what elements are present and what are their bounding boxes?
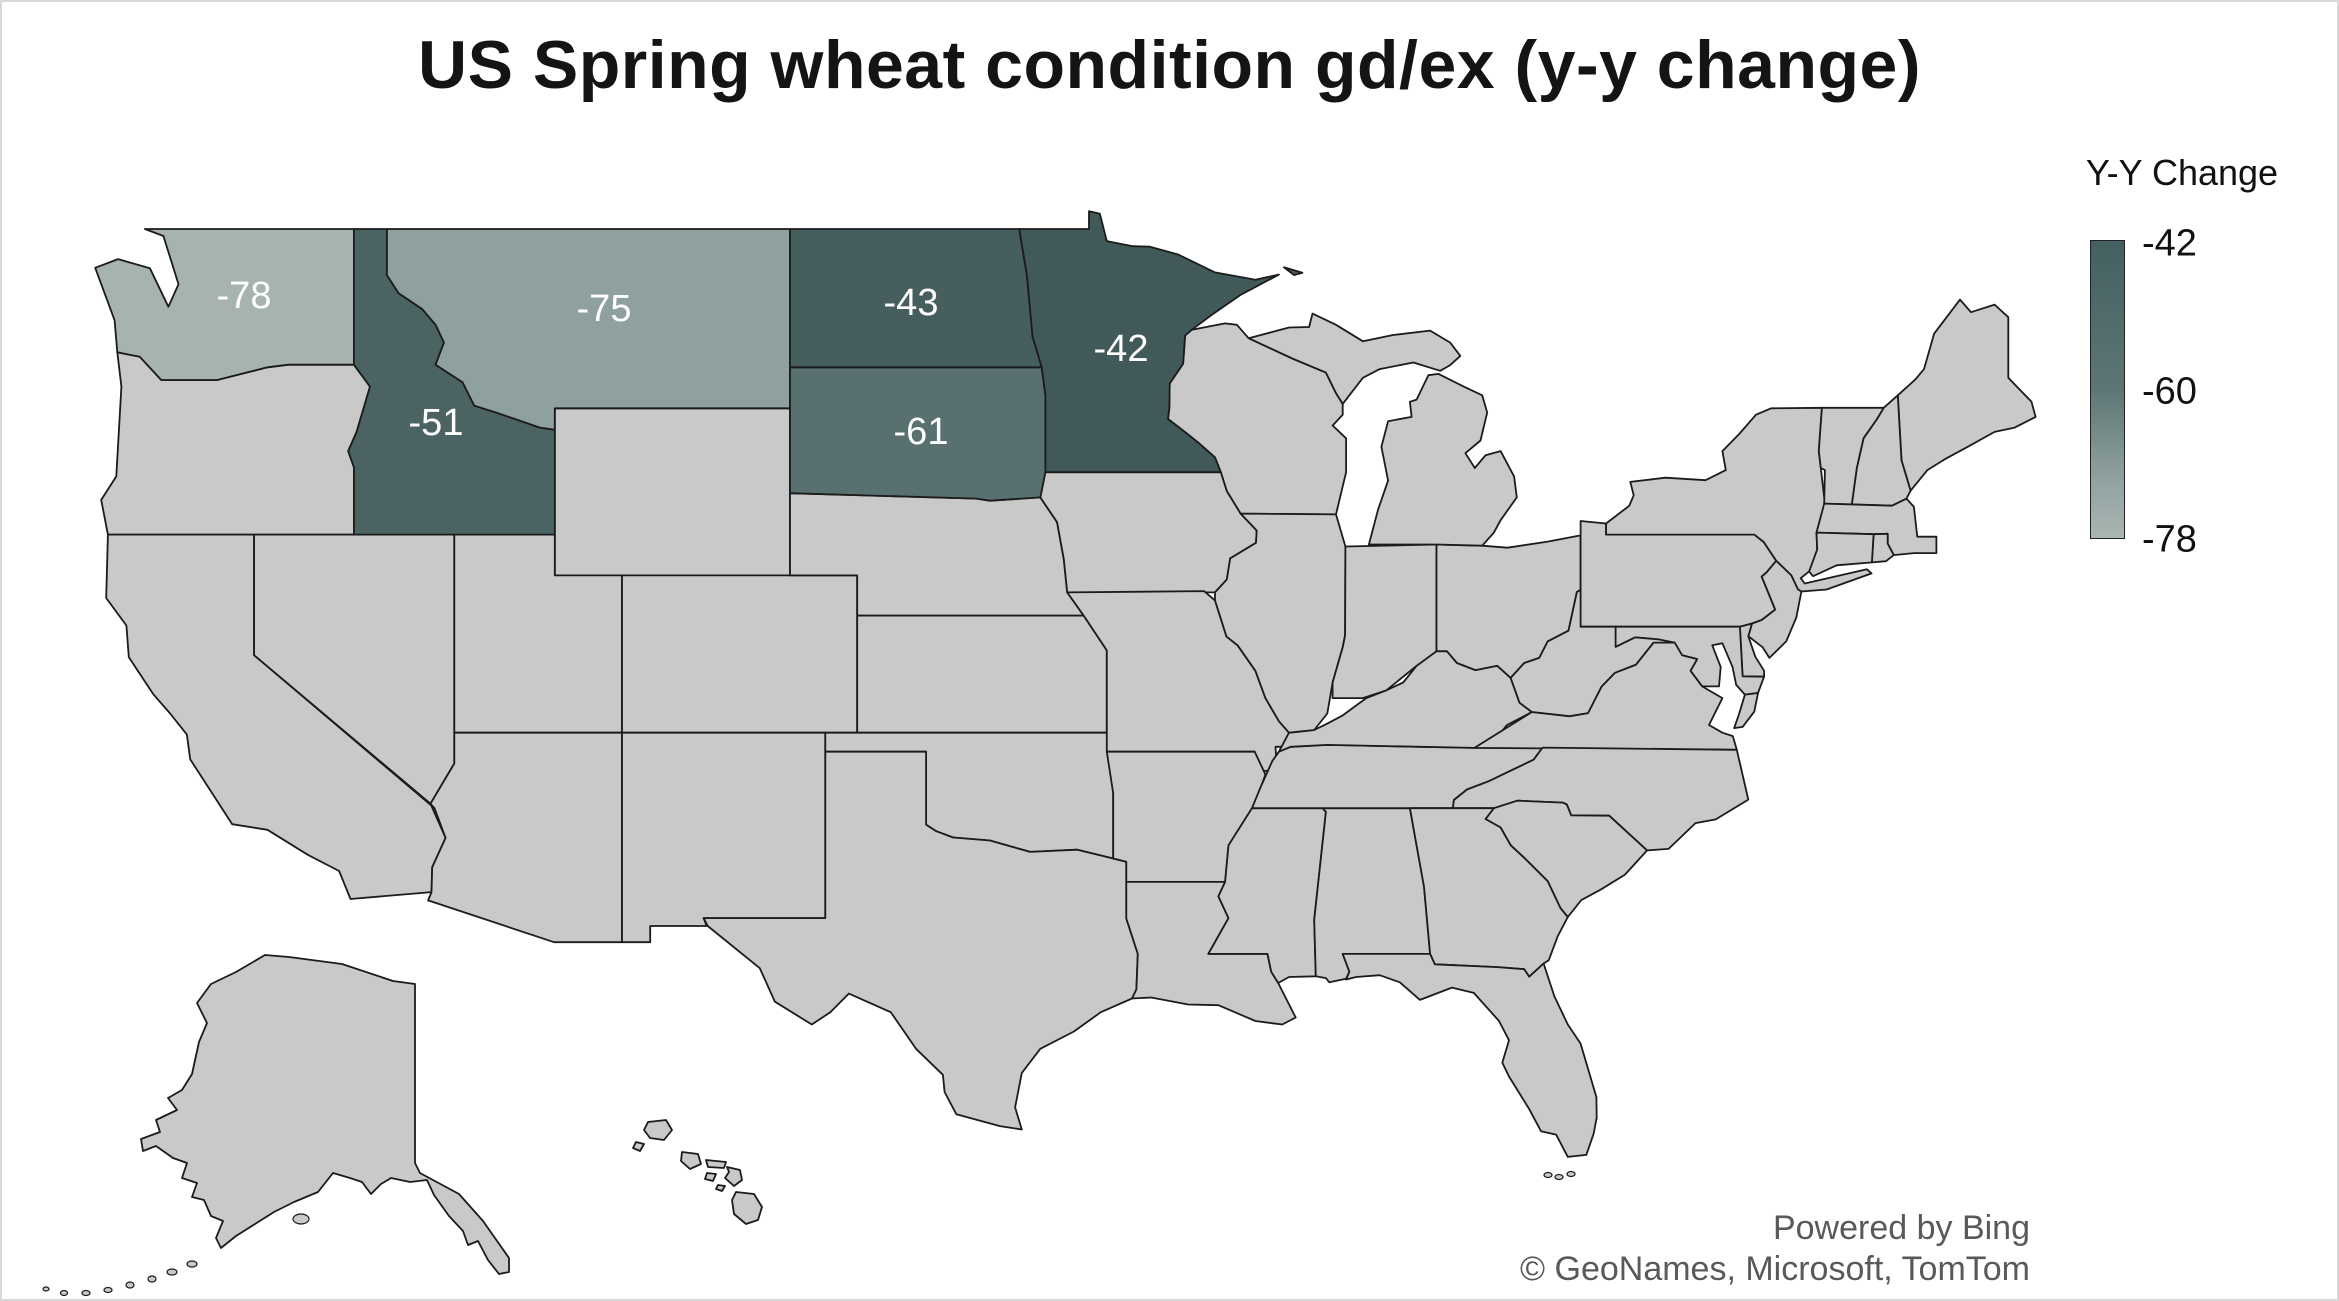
state-value-label: -75 [577, 288, 632, 330]
state-wy[interactable] [553, 407, 791, 577]
attribution: Powered by Bing © GeoNames, Microsoft, T… [1520, 1208, 2030, 1291]
aleutian-island [166, 1268, 178, 1276]
hawaii-island-kauai[interactable] [643, 1119, 673, 1141]
state-washington[interactable] [94, 228, 355, 381]
state-idaho[interactable] [347, 228, 556, 536]
state-mi[interactable] [1247, 312, 1518, 547]
aleutian-island [147, 1275, 157, 1283]
state-vt[interactable] [1817, 406, 1885, 506]
state-tx[interactable] [702, 750, 1139, 1131]
state-value-label: -61 [894, 411, 949, 453]
state-value-label: -42 [1094, 328, 1149, 370]
hawaii-island-molokai[interactable] [705, 1159, 727, 1169]
state-az[interactable] [427, 731, 623, 944]
aleutian-island [59, 1289, 69, 1297]
legend-tick-min: -78 [2142, 518, 2197, 561]
state-co[interactable] [621, 574, 859, 734]
hawaii-island-maui[interactable] [724, 1166, 743, 1187]
florida-keys [1543, 1171, 1553, 1179]
legend-tick-mid: -60 [2142, 370, 2197, 413]
state-ct[interactable] [1808, 531, 1875, 578]
copyright-text: © GeoNames, Microsoft, TomTom [1520, 1250, 2030, 1289]
hawaii-island-kahoolawe[interactable] [715, 1184, 726, 1192]
alaska-kodiak-island [292, 1213, 310, 1225]
legend-gradient-bar [2090, 240, 2125, 539]
state-wv[interactable] [1509, 589, 1676, 718]
state-nj[interactable] [1747, 559, 1803, 659]
state-ia[interactable] [1039, 471, 1258, 594]
florida-keys [1554, 1173, 1564, 1181]
legend-title: Y-Y Change [2085, 152, 2279, 193]
aleutian-island [125, 1281, 135, 1289]
state-pa[interactable] [1579, 520, 1778, 628]
state-value-label: -78 [217, 275, 272, 317]
powered-by-text: Powered by Bing [1772, 1209, 2030, 1247]
hawaii-island-niihau[interactable] [632, 1141, 645, 1152]
state-me[interactable] [1896, 298, 2037, 492]
legend: Y-Y Change -42 -60 -78 [2062, 152, 2332, 572]
aleutian-island [81, 1289, 91, 1297]
state-ks[interactable] [856, 614, 1108, 734]
state-or[interactable] [100, 351, 371, 536]
florida-keys [1566, 1170, 1576, 1178]
legend-tick-max: -42 [2142, 222, 2197, 265]
aleutian-island [103, 1286, 113, 1294]
chart-title: US Spring wheat condition gd/ex (y-y cha… [417, 27, 1922, 103]
state-value-label: -51 [409, 402, 464, 444]
aleutian-island [42, 1286, 50, 1292]
state-minnesota[interactable] [1018, 210, 1280, 474]
hawaii-island-oahu[interactable] [680, 1151, 702, 1170]
state-nm[interactable] [621, 731, 827, 944]
state-alaska[interactable] [140, 954, 510, 1275]
state-isle[interactable] [1283, 266, 1304, 276]
state-value-label: -43 [884, 282, 939, 324]
hawaii-island-lanai[interactable] [704, 1172, 717, 1182]
state-fl[interactable] [1341, 953, 1598, 1158]
hawaii-island-big-island[interactable] [731, 1191, 763, 1225]
aleutian-island [186, 1260, 198, 1268]
